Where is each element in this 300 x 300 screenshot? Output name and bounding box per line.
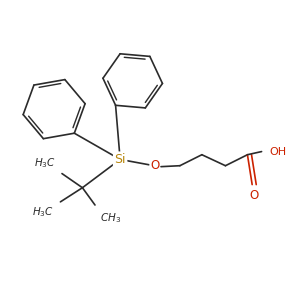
Text: $H_3C$: $H_3C$ [34,157,56,170]
Text: $CH_3$: $CH_3$ [100,211,121,225]
Text: $H_3C$: $H_3C$ [32,205,54,219]
Text: O: O [150,159,159,172]
Text: Si: Si [114,153,126,166]
Text: O: O [249,189,258,202]
Text: OH: OH [269,147,286,157]
